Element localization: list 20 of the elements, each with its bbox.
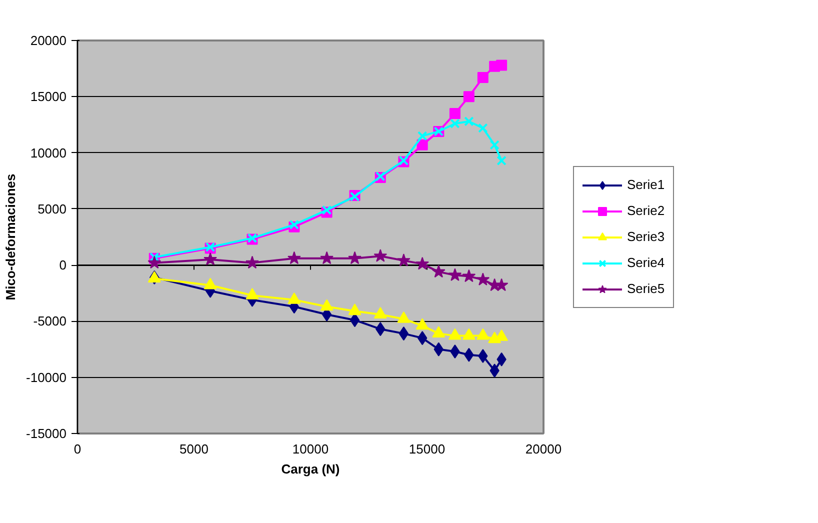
- legend-label: Serie1: [627, 177, 665, 192]
- y-tick-label: 5000: [38, 201, 66, 216]
- legend-label: Serie5: [627, 281, 665, 296]
- y-axis-title: Mico-deformaciones: [3, 174, 18, 300]
- legend-label: Serie4: [627, 255, 665, 270]
- x-tick-label: 10000: [292, 442, 329, 456]
- legend-label: Serie3: [627, 229, 665, 244]
- x-axis-title: Carga (N): [281, 462, 340, 476]
- legend-label: Serie2: [627, 203, 665, 218]
- y-tick-label: -10000: [26, 370, 67, 385]
- x-tick-label: 5000: [180, 442, 208, 456]
- x-tick-label: 20000: [525, 442, 562, 456]
- y-tick-label: 10000: [30, 145, 67, 160]
- x-tick-label: 0: [74, 442, 82, 456]
- y-tick-label: 15000: [30, 89, 67, 104]
- y-tick-label: -15000: [26, 426, 67, 441]
- x-tick-label: 15000: [408, 442, 446, 456]
- y-tick-label: 20000: [30, 33, 67, 48]
- y-tick-label: -5000: [33, 314, 66, 329]
- y-tick-label: 0: [59, 258, 67, 273]
